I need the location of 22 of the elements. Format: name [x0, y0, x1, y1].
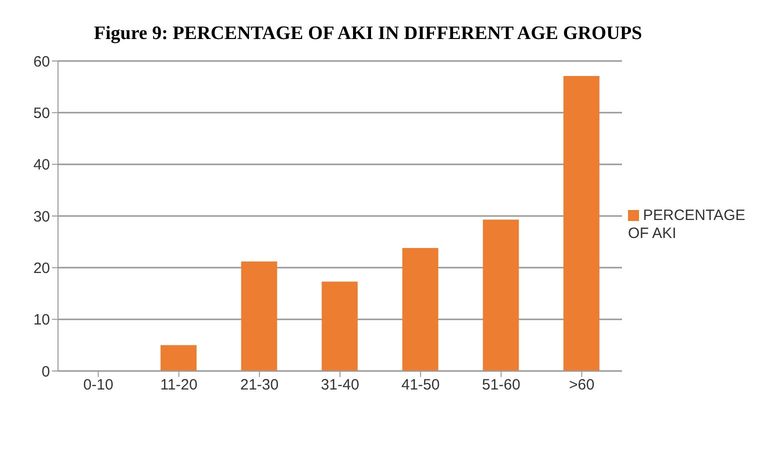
bar — [160, 345, 197, 371]
x-tick-label: 31-40 — [320, 376, 360, 394]
x-tick-label: 51-60 — [482, 376, 520, 394]
x-tick-label: 0-10 — [83, 376, 114, 394]
x-tick-label: >60 — [568, 376, 594, 394]
y-tick-label: 0 — [42, 363, 50, 380]
bar — [402, 248, 438, 371]
y-tick-label: 10 — [33, 312, 50, 329]
x-tick-label: 41-50 — [401, 376, 440, 394]
y-tick-label: 50 — [33, 104, 50, 122]
y-tick-label: 40 — [33, 156, 50, 174]
y-tick-label: 60 — [33, 53, 50, 70]
bar — [241, 261, 278, 371]
y-tick-label: 30 — [33, 208, 50, 226]
bar — [563, 76, 600, 371]
legend-label: PERCENTAGE OF AKI — [628, 207, 746, 242]
bar — [482, 220, 519, 371]
x-tick-label: 11-20 — [160, 376, 198, 394]
bar — [322, 282, 358, 371]
chart-title: Figure 9: PERCENTAGE OF AKI IN DIFFERENT AGE GROUPS — [92, 22, 644, 45]
y-tick-label: 20 — [33, 260, 50, 277]
x-tick-label: 21-30 — [240, 376, 279, 394]
